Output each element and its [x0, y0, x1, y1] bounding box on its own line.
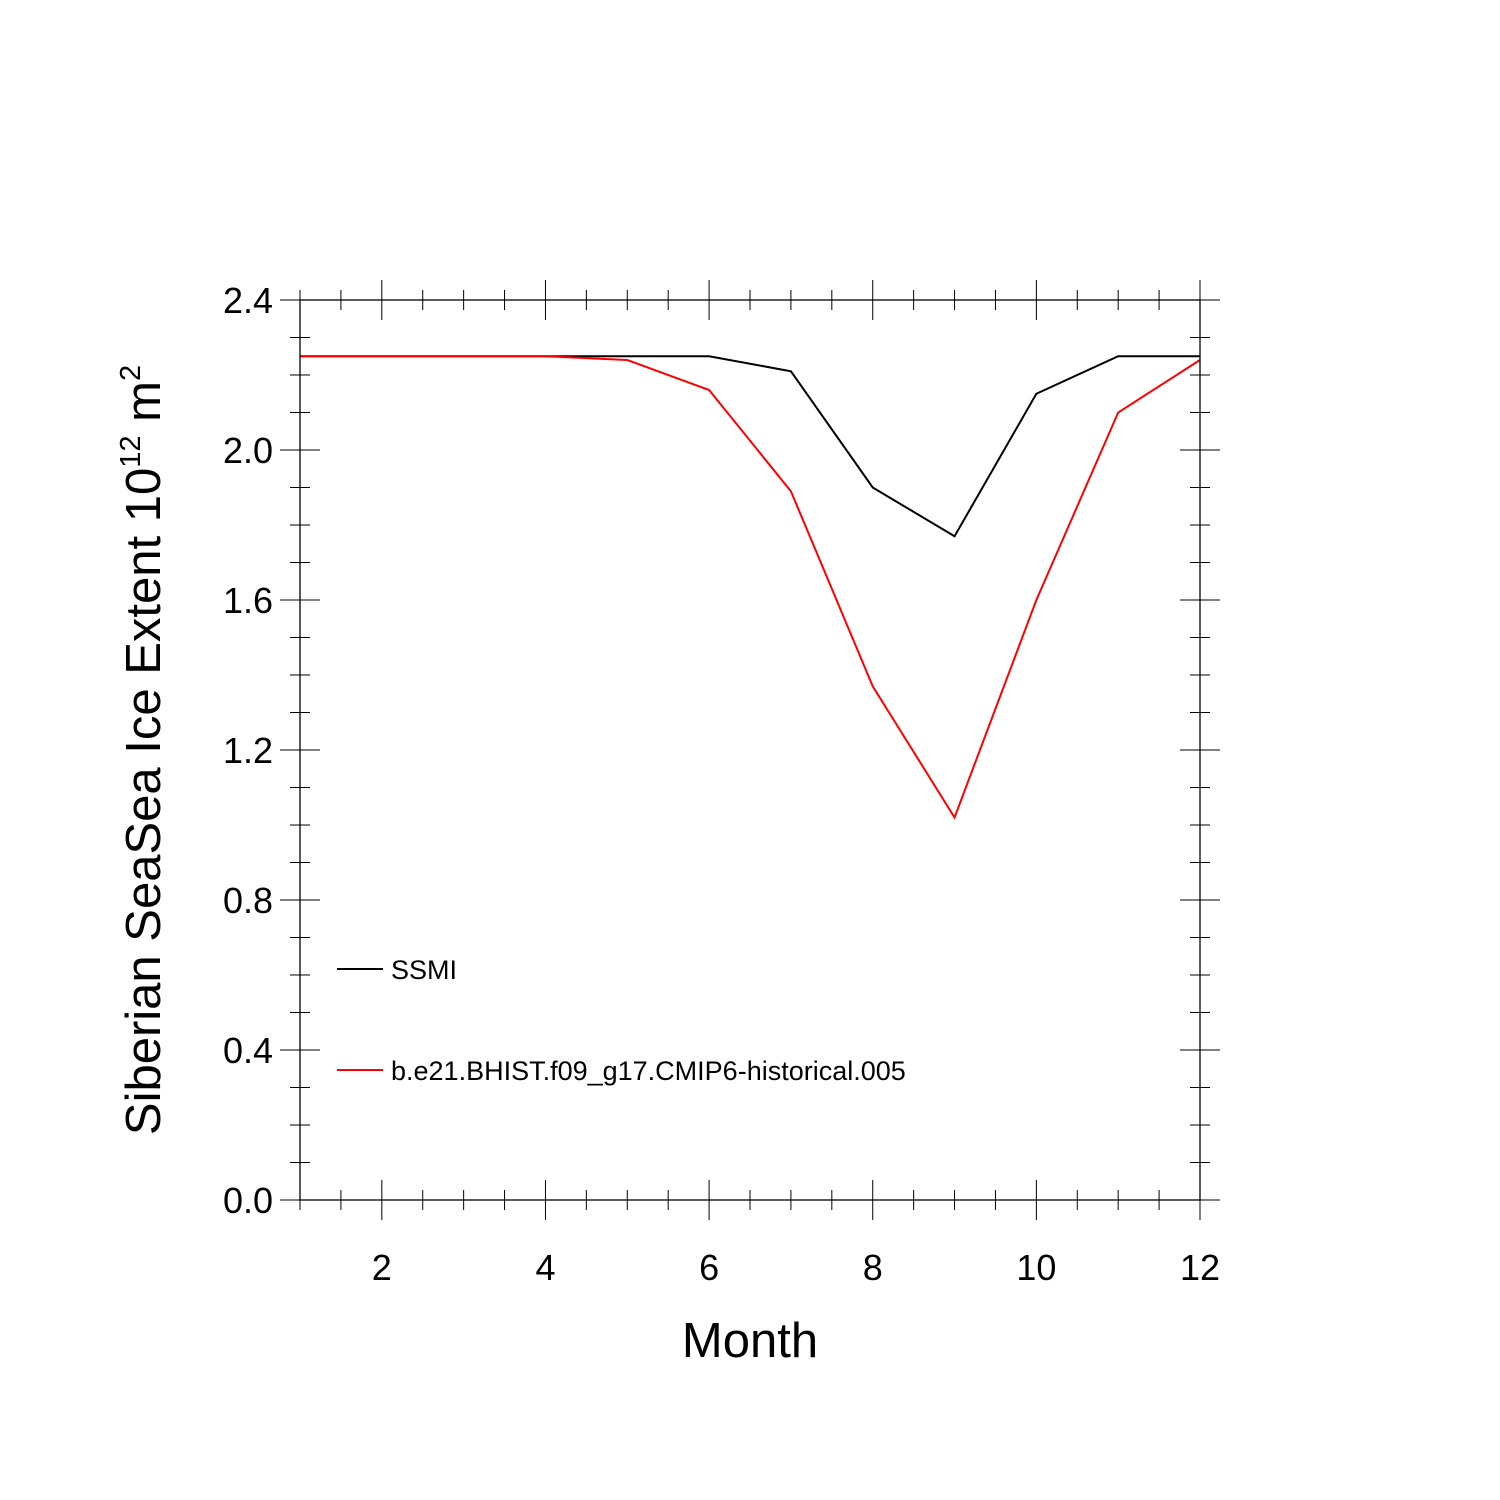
x-tick-label: 12	[1180, 1247, 1220, 1288]
y-tick-label: 2.4	[223, 280, 273, 321]
y-axis-label-unit: m	[117, 381, 171, 435]
y-axis-label-main: Siberian SeaSea Ice Extent 10	[117, 468, 171, 1135]
y-tick-label: 1.2	[223, 730, 273, 771]
y-tick-label: 0.0	[223, 1180, 273, 1221]
series-line-0	[300, 355, 1200, 538]
tick-labels: 2 4 6 8 10 12 0.0 0.4 0.8 1.2 1.6 2.0 2.4	[223, 280, 1220, 1288]
plot-frame	[299, 299, 1201, 1201]
legend: SSMI b.e21.BHIST.f09_g17.CMIP6-historical…	[337, 955, 906, 1086]
x-tick-label: 6	[699, 1247, 719, 1288]
y-tick-label: 1.6	[223, 580, 273, 621]
series-line-1	[300, 355, 1201, 820]
y-tick-label: 2.0	[223, 430, 273, 471]
y-tick-label: 0.4	[223, 1030, 273, 1071]
x-tick-label: 2	[372, 1247, 392, 1288]
legend-label-1: b.e21.BHIST.f09_g17.CMIP6-historical.005	[391, 1056, 906, 1086]
x-tick-label: 10	[1016, 1247, 1056, 1288]
series-lines	[300, 355, 1201, 820]
legend-label-0: SSMI	[391, 955, 457, 985]
y-axis-label-unit-exp: 2	[115, 365, 147, 381]
y-axis-label: Siberian SeaSea Ice Extent 1012 m2	[115, 365, 171, 1135]
x-axis-label: Month	[682, 1314, 818, 1368]
x-tick-label: 4	[535, 1247, 555, 1288]
x-tick-label: 8	[863, 1247, 883, 1288]
y-tick-label: 0.8	[223, 880, 273, 921]
y-axis-label-exp: 12	[115, 435, 147, 467]
